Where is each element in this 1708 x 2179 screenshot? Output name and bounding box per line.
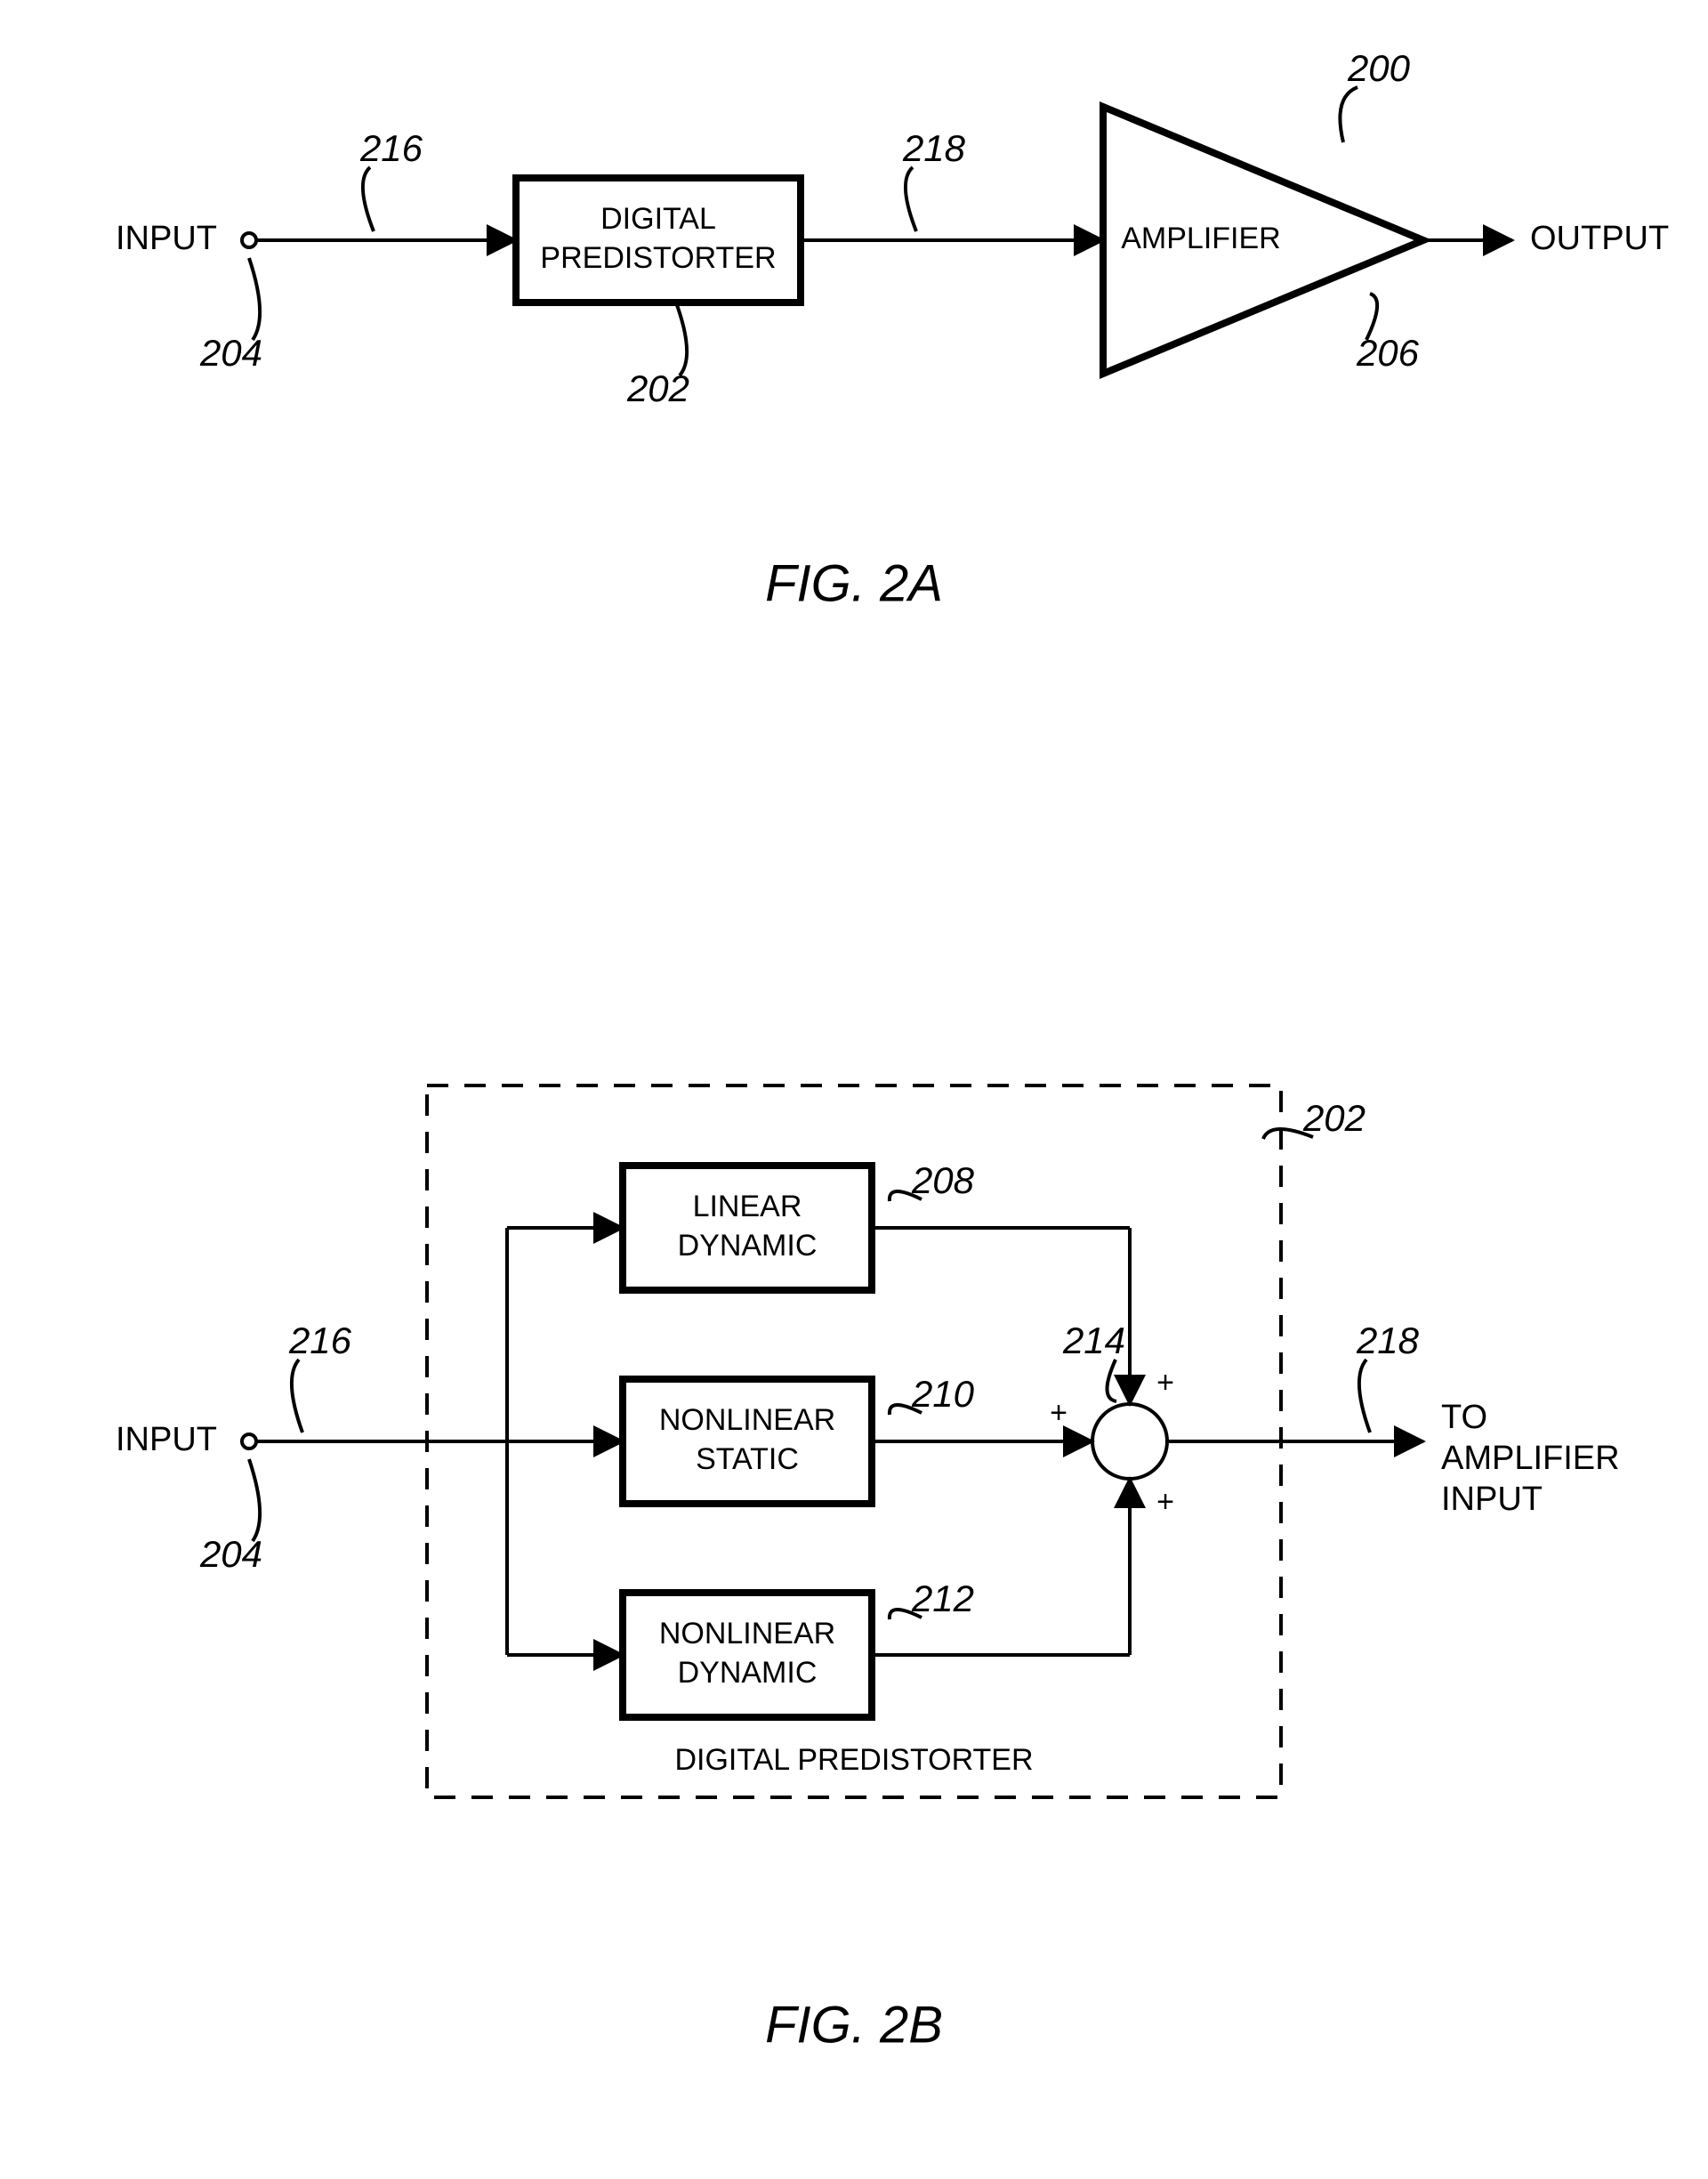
- svg-text:NONLINEAR: NONLINEAR: [659, 1403, 835, 1437]
- fig2a-output-label: OUTPUT: [1530, 220, 1669, 257]
- ref-210: 210: [911, 1373, 975, 1415]
- ref-218: 218: [1356, 1320, 1420, 1361]
- ref-216: 216: [359, 127, 423, 169]
- fig2b-input-label: INPUT: [116, 1421, 217, 1458]
- fig2a-predistorter-l2: PREDISTORTER: [540, 241, 776, 275]
- fig2b-out-1: TO: [1441, 1399, 1487, 1436]
- ref-202: 202: [1302, 1097, 1366, 1139]
- fig2b-title: FIG. 2B: [765, 1996, 943, 2054]
- fig2a-amplifier-label: AMPLIFIER: [1121, 222, 1280, 255]
- fig2b-out-2: AMPLIFIER: [1441, 1440, 1620, 1477]
- svg-text:LINEAR: LINEAR: [693, 1190, 802, 1223]
- ref-212: 212: [911, 1578, 974, 1619]
- plus-1: +: [1050, 1396, 1068, 1430]
- fig2a-input-label: INPUT: [116, 220, 217, 257]
- fig2a-title: FIG. 2A: [765, 554, 943, 612]
- ref-200: 200: [1347, 47, 1411, 89]
- svg-text:DYNAMIC: DYNAMIC: [678, 1229, 818, 1263]
- plus-0: +: [1156, 1366, 1174, 1400]
- ref-214: 214: [1062, 1320, 1125, 1361]
- ref-208: 208: [911, 1159, 975, 1201]
- summer-node: [1092, 1404, 1167, 1479]
- fig2b-out-3: INPUT: [1441, 1481, 1543, 1518]
- ref-216: 216: [288, 1320, 352, 1361]
- plus-2: +: [1156, 1485, 1174, 1519]
- ref-218: 218: [902, 127, 966, 169]
- fig2b-container-label: DIGITAL PREDISTORTER: [674, 1743, 1033, 1777]
- svg-text:STATIC: STATIC: [696, 1442, 799, 1476]
- svg-text:DYNAMIC: DYNAMIC: [678, 1656, 818, 1690]
- fig2a-predistorter-l1: DIGITAL: [600, 202, 716, 236]
- svg-text:NONLINEAR: NONLINEAR: [659, 1617, 835, 1650]
